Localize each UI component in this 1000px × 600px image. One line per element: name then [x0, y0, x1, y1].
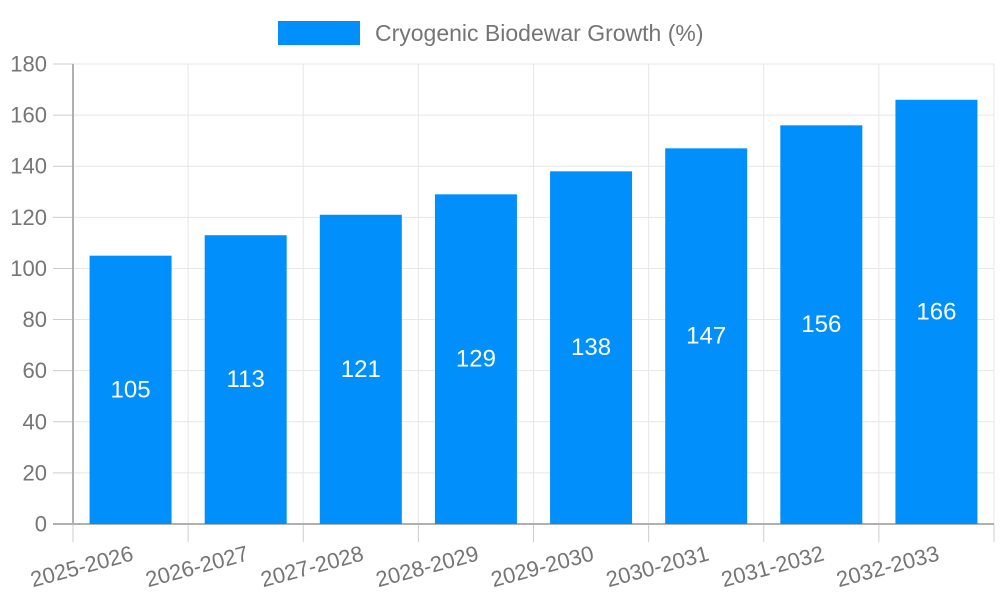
y-axis-tick-label: 180: [10, 52, 47, 77]
bar[interactable]: [550, 171, 633, 525]
x-axis-tick-label: 2027-2028: [258, 541, 366, 592]
y-axis-tick-label: 100: [10, 256, 47, 281]
y-axis-tick-label: 60: [23, 358, 47, 383]
x-axis-tick-label: 2031-2032: [719, 541, 827, 592]
bar[interactable]: [895, 99, 978, 525]
bar-value-label: 138: [571, 334, 611, 361]
legend[interactable]: Cryogenic Biodewar Growth (%): [278, 20, 704, 46]
bar[interactable]: [204, 235, 287, 524]
y-axis-tick-label: 140: [10, 154, 47, 179]
bar-value-label: 113: [227, 366, 265, 393]
y-axis-tick-label: 80: [23, 307, 47, 332]
bars-layer: [89, 99, 978, 525]
bar-value-label: 105: [111, 376, 151, 403]
bar[interactable]: [780, 125, 863, 524]
y-axis-tick-label: 0: [35, 512, 47, 537]
legend-swatch[interactable]: [278, 21, 360, 45]
x-axis-tick-label: 2030-2031: [603, 541, 711, 592]
y-axis-tick-label: 120: [10, 205, 47, 230]
y-axis-tick-label: 20: [23, 460, 47, 485]
x-axis-tick-label: 2026-2027: [143, 541, 251, 592]
bar-value-label: 156: [801, 311, 841, 338]
legend-label[interactable]: Cryogenic Biodewar Growth (%): [375, 20, 704, 46]
bar[interactable]: [665, 148, 748, 525]
y-axis-tick-label: 160: [10, 103, 47, 128]
y-axis-tick-label: 40: [23, 409, 47, 434]
bar-value-label: 166: [916, 298, 956, 325]
bar[interactable]: [319, 214, 402, 524]
bar[interactable]: [434, 194, 517, 525]
bar[interactable]: [89, 255, 172, 524]
x-axis-tick-label: 2025-2026: [28, 541, 136, 592]
x-axis-tick-label: 2029-2030: [488, 541, 596, 592]
bar-value-label: 129: [456, 346, 496, 373]
x-axis-tick-label: 2028-2029: [373, 541, 481, 592]
bar-value-label: 147: [686, 323, 726, 350]
bar-value-label: 121: [341, 356, 381, 383]
x-axis-tick-label: 2032-2033: [834, 541, 942, 592]
